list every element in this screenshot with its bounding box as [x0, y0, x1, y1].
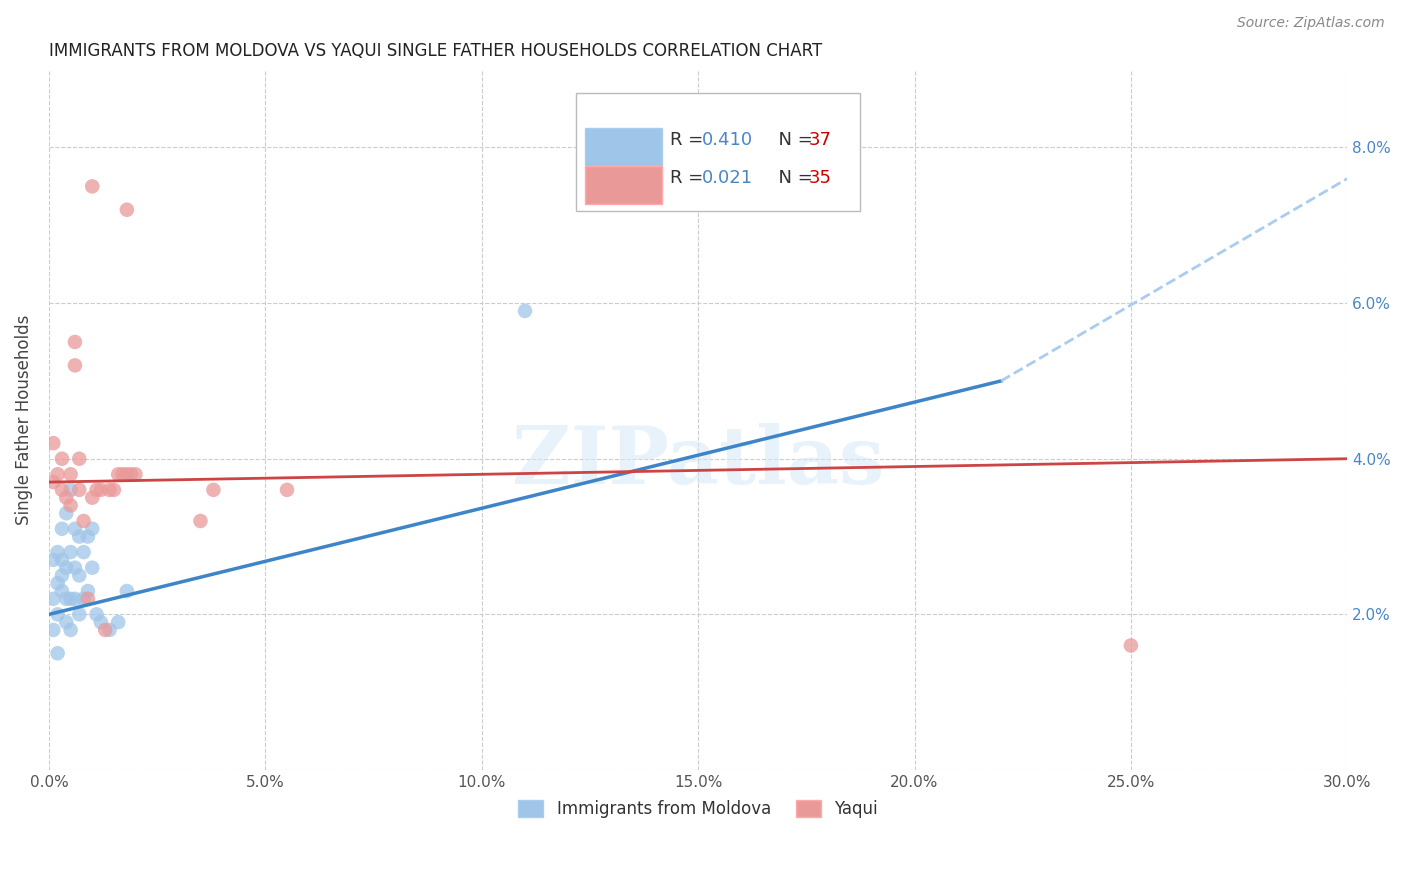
Point — [55, 491, 77, 505]
Point — [111, 467, 134, 482]
Point — [67, 568, 90, 582]
Point — [42, 591, 65, 606]
Point — [42, 553, 65, 567]
Point — [1119, 639, 1142, 653]
Point — [77, 530, 100, 544]
Text: Source: ZipAtlas.com: Source: ZipAtlas.com — [1237, 16, 1385, 30]
Y-axis label: Single Father Households: Single Father Households — [15, 315, 32, 525]
Point — [90, 615, 112, 629]
Point — [51, 522, 73, 536]
Point — [82, 491, 104, 505]
Text: 37: 37 — [808, 130, 831, 149]
Text: R =: R = — [669, 169, 709, 187]
Point — [115, 202, 138, 217]
Point — [63, 359, 86, 373]
Point — [82, 560, 104, 574]
Point — [77, 591, 100, 606]
Text: 0.410: 0.410 — [702, 130, 754, 149]
Point — [51, 584, 73, 599]
Point — [94, 623, 117, 637]
Point — [124, 467, 146, 482]
Point — [67, 483, 90, 497]
FancyBboxPatch shape — [585, 128, 662, 166]
Text: 0.021: 0.021 — [702, 169, 754, 187]
Point — [67, 451, 90, 466]
Point — [51, 451, 73, 466]
Point — [42, 475, 65, 489]
Point — [59, 499, 82, 513]
Point — [51, 553, 73, 567]
FancyBboxPatch shape — [576, 93, 860, 211]
Point — [513, 304, 536, 318]
Point — [42, 436, 65, 450]
Point — [72, 591, 94, 606]
Point — [51, 483, 73, 497]
Text: N =: N = — [766, 169, 818, 187]
Point — [86, 607, 108, 622]
Point — [63, 334, 86, 349]
Point — [120, 467, 142, 482]
Legend: Immigrants from Moldova, Yaqui: Immigrants from Moldova, Yaqui — [512, 793, 884, 825]
Point — [82, 522, 104, 536]
Point — [90, 483, 112, 497]
Point — [46, 646, 69, 660]
Point — [63, 591, 86, 606]
Point — [72, 545, 94, 559]
Point — [67, 607, 90, 622]
Point — [107, 615, 129, 629]
Point — [98, 483, 121, 497]
Point — [46, 576, 69, 591]
Point — [202, 483, 225, 497]
Point — [55, 506, 77, 520]
Point — [46, 467, 69, 482]
Point — [72, 514, 94, 528]
Point — [42, 623, 65, 637]
Text: 35: 35 — [808, 169, 831, 187]
Point — [107, 467, 129, 482]
Point — [59, 545, 82, 559]
Point — [46, 607, 69, 622]
FancyBboxPatch shape — [585, 166, 662, 204]
Point — [46, 545, 69, 559]
Point — [82, 179, 104, 194]
Point — [55, 560, 77, 574]
Point — [51, 568, 73, 582]
Text: ZIPatlas: ZIPatlas — [512, 423, 884, 500]
Point — [59, 623, 82, 637]
Point — [67, 530, 90, 544]
Text: IMMIGRANTS FROM MOLDOVA VS YAQUI SINGLE FATHER HOUSEHOLDS CORRELATION CHART: IMMIGRANTS FROM MOLDOVA VS YAQUI SINGLE … — [49, 42, 823, 60]
Point — [86, 483, 108, 497]
Point — [55, 591, 77, 606]
Point — [103, 483, 125, 497]
Point — [276, 483, 298, 497]
Point — [55, 615, 77, 629]
Text: N =: N = — [766, 130, 818, 149]
Point — [77, 584, 100, 599]
Point — [59, 467, 82, 482]
Text: R =: R = — [669, 130, 709, 149]
Point — [63, 560, 86, 574]
Point — [63, 522, 86, 536]
Point — [115, 467, 138, 482]
Point — [59, 483, 82, 497]
Point — [115, 584, 138, 599]
Point — [98, 623, 121, 637]
Point — [190, 514, 212, 528]
Point — [59, 591, 82, 606]
